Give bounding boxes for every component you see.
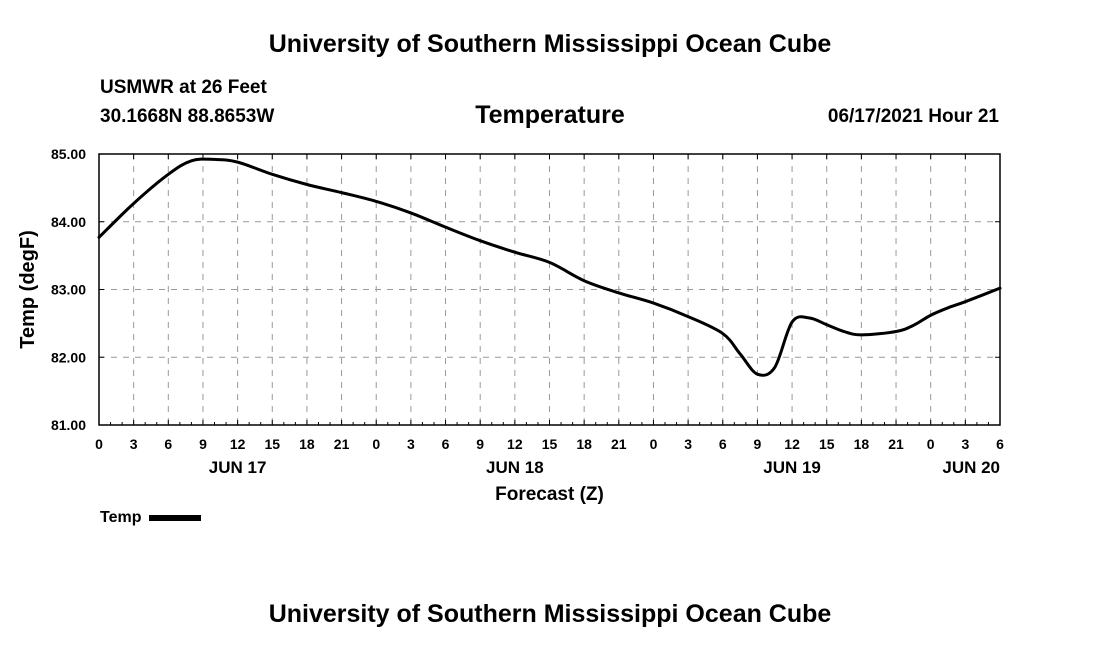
- x-tick-label: 6: [164, 436, 172, 452]
- x-tick-label: 15: [819, 436, 835, 452]
- date-label: JUN 17: [209, 458, 267, 477]
- x-tick-label: 3: [407, 436, 415, 452]
- station-label: USMWR at 26 Feet: [100, 77, 267, 98]
- x-tick-label: 12: [784, 436, 800, 452]
- x-tick-label: 15: [542, 436, 558, 452]
- x-tick-label: 3: [684, 436, 692, 452]
- date-label: JUN 18: [486, 458, 544, 477]
- coordinates-label: 30.1668N 88.8653W: [100, 106, 275, 127]
- x-tick-label: 3: [130, 436, 138, 452]
- x-tick-label: 12: [230, 436, 246, 452]
- y-tick-label: 81.00: [51, 417, 86, 433]
- x-tick-label: 0: [650, 436, 658, 452]
- x-tick-label: 9: [754, 436, 762, 452]
- x-tick-label: 6: [442, 436, 450, 452]
- x-tick-label: 18: [854, 436, 870, 452]
- x-tick-label: 9: [199, 436, 207, 452]
- x-tick-label: 3: [961, 436, 969, 452]
- title-bottom: University of Southern Mississippi Ocean…: [268, 600, 832, 628]
- x-tick-label: 0: [372, 436, 380, 452]
- x-tick-label: 18: [576, 436, 592, 452]
- x-tick-label: 0: [927, 436, 935, 452]
- timestamp-label: 06/17/2021 Hour 21: [827, 106, 999, 127]
- legend: Temp: [100, 509, 202, 527]
- y-tick-label: 83.00: [51, 282, 86, 298]
- date-label: JUN 20: [942, 458, 1000, 477]
- y-axis-label: Temp (degF): [17, 230, 39, 349]
- x-tick-label: 15: [264, 436, 280, 452]
- x-tick-label: 21: [888, 436, 904, 452]
- x-axis-label: Forecast (Z): [495, 484, 604, 505]
- x-tick-label: 0: [95, 436, 103, 452]
- x-tick-label: 18: [299, 436, 315, 452]
- x-tick-label: 9: [476, 436, 484, 452]
- legend-label: Temp: [100, 509, 142, 526]
- chart-title: Temperature: [475, 101, 625, 129]
- legend-swatch: [149, 515, 202, 521]
- x-tick-label: 12: [507, 436, 523, 452]
- x-tick-label: 6: [719, 436, 727, 452]
- y-tick-label: 82.00: [51, 349, 86, 365]
- x-tick-label: 21: [334, 436, 350, 452]
- y-tick-label: 85.00: [51, 146, 86, 162]
- title-top: University of Southern Mississippi Ocean…: [268, 30, 832, 58]
- series-line-temp: [97, 157, 1002, 377]
- date-label: JUN 19: [763, 458, 821, 477]
- x-tick-label: 21: [611, 436, 627, 452]
- x-tick-label: 6: [996, 436, 1004, 452]
- y-tick-label: 84.00: [51, 214, 86, 230]
